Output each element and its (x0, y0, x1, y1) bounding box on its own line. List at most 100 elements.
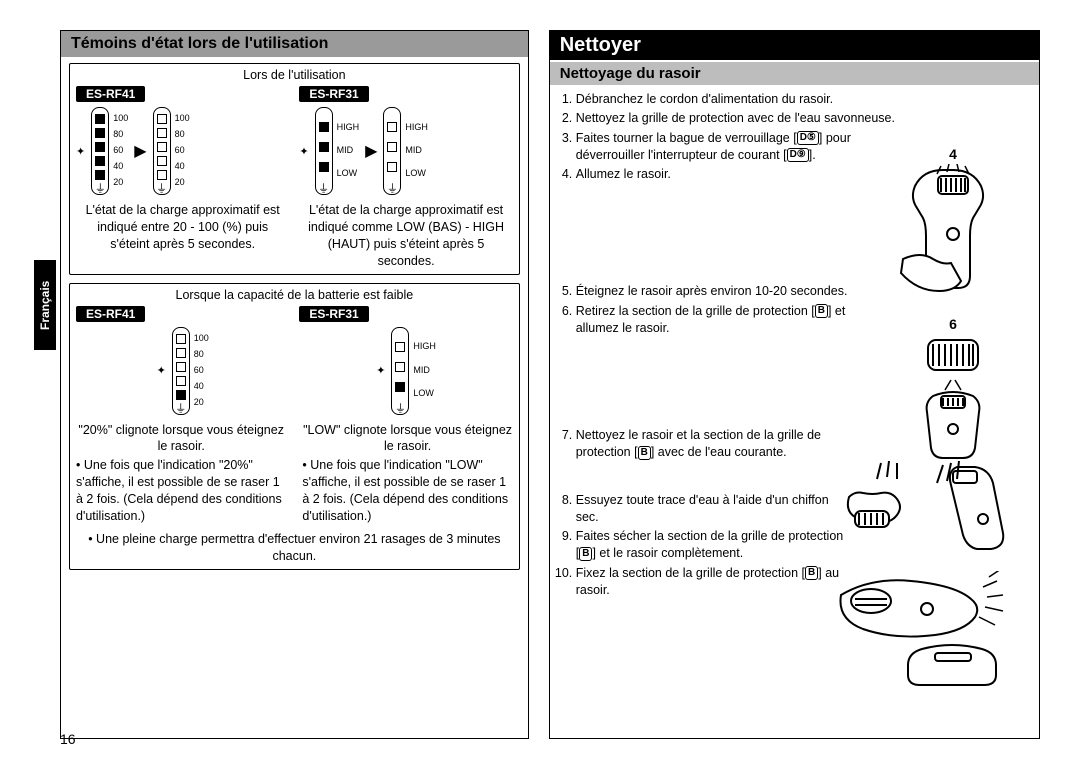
blink-icon: ✦ (76, 145, 87, 158)
box2-model-a: ES-RF41 ✦ ⏚ 100 80 (76, 306, 289, 416)
gauge-label: HIGH (337, 123, 360, 133)
gauge-label: LOW (413, 389, 436, 399)
step-10: Fixez la section de la grille de protect… (576, 565, 858, 600)
illus-num: 6 (949, 316, 957, 332)
right-heading-grey: Nettoyage du rasoir (550, 62, 1039, 85)
step-9: Faites sécher la section de la grille de… (576, 528, 849, 563)
gauge-icon: ⏚ (383, 107, 401, 195)
gauge-label: MID (337, 146, 360, 156)
illustration-6: 6 (883, 316, 1023, 464)
right-column: Nettoyer Nettoyage du rasoir Débranchez … (549, 30, 1040, 739)
full-charge-note: Une pleine charge permettra d'effectuer … (96, 532, 500, 563)
page-number: 16 (60, 731, 76, 747)
gauge-labels: 100 80 60 40 20 (194, 331, 209, 411)
box2-desc-a2: Une fois que l'indication "20%" s'affich… (76, 458, 282, 523)
dry-icon (827, 571, 1027, 691)
gauge-label: MID (413, 366, 436, 376)
gauge-label: 40 (175, 162, 190, 172)
plug-icon: ⏚ (318, 180, 329, 196)
gauge-label: LOW (405, 169, 428, 179)
gauge-icon: ⏚ (91, 107, 109, 195)
box1-title: Lors de l'utilisation (76, 68, 513, 82)
gauge-label: 60 (175, 146, 190, 156)
gauge-labels: 100 80 60 40 20 (113, 111, 128, 191)
step-8: Essuyez toute trace d'eau à l'aide d'un … (576, 492, 849, 527)
ref-d5: D⑤ (797, 131, 819, 145)
gauge-labels: HIGH MID LOW (413, 336, 436, 406)
status-box-lowbatt: Lorsque la capacité de la batterie est f… (69, 283, 520, 570)
box2-desc-b1: "LOW" clignote lorsque vous éteignez le … (302, 422, 512, 456)
blink-icon: ✦ (376, 364, 387, 377)
box1-desc-b: L'état de la charge approximatif est ind… (299, 202, 512, 270)
blink-icon: ✦ (299, 145, 310, 158)
model-label: ES-RF41 (76, 306, 145, 322)
blink-icon: ✦ (157, 364, 168, 377)
step-3: Faites tourner la bague de verrouillage … (576, 130, 917, 165)
step-4: Allumez le rasoir. (576, 166, 849, 183)
shaver-foil-icon (883, 334, 1023, 464)
status-box-usage: Lors de l'utilisation ES-RF41 ✦ ⏚ (69, 63, 520, 275)
box2-desc-b2: Une fois que l'indication "LOW" s'affich… (302, 458, 508, 523)
gauge-label: 100 (194, 334, 209, 344)
gauge-labels: 100 80 60 40 20 (175, 111, 190, 191)
ref-d9: D⑨ (787, 148, 809, 162)
gauge-icon: ⏚ (172, 327, 190, 415)
gauge-label: MID (405, 146, 428, 156)
box2-desc-a1: "20%" clignote lorsque vous éteignez le … (76, 422, 286, 456)
illustration-4: 4 (883, 146, 1023, 299)
gauge-label: 40 (194, 382, 209, 392)
plug-icon: ⏚ (95, 180, 106, 196)
gauge-label: HIGH (405, 123, 428, 133)
arrow-icon: ▶ (132, 141, 148, 161)
gauge-label: 80 (194, 350, 209, 360)
right-content: Débranchez le cordon d'alimentation du r… (558, 91, 1031, 711)
arrow-icon: ▶ (363, 141, 379, 161)
box1-model-a: ES-RF41 ✦ ⏚ 100 80 (76, 86, 289, 196)
box2-title: Lorsque la capacité de la batterie est f… (76, 288, 513, 302)
step-2: Nettoyez la grille de protection avec de… (576, 110, 1031, 127)
step-1: Débranchez le cordon d'alimentation du r… (576, 91, 1031, 108)
box1-model-b: ES-RF31 ✦ ⏚ HIGH MID LOW (299, 86, 512, 196)
gauge-label: 60 (113, 146, 128, 156)
left-column: Témoins d'état lors de l'utilisation Lor… (60, 30, 529, 739)
illustration-dry (827, 571, 1027, 691)
step-6: Retirez la section de la grille de prote… (576, 303, 858, 338)
language-tab: Français (34, 260, 56, 350)
gauge-labels: HIGH MID LOW (337, 116, 360, 186)
plug-icon: ⏚ (175, 400, 186, 416)
gauge-label: 20 (194, 398, 209, 408)
plug-icon: ⏚ (395, 400, 406, 416)
model-label: ES-RF41 (76, 86, 145, 102)
ref-b: B (638, 446, 651, 460)
left-heading: Témoins d'état lors de l'utilisation (61, 31, 528, 57)
gauge-labels: HIGH MID LOW (405, 116, 428, 186)
illustration-7 (837, 461, 1027, 561)
plug-icon: ⏚ (387, 180, 398, 196)
gauge-icon: ⏚ (153, 107, 171, 195)
model-label: ES-RF31 (299, 306, 368, 322)
gauge-label: 100 (113, 114, 128, 124)
gauge-label: 20 (113, 178, 128, 188)
gauge-icon: ⏚ (315, 107, 333, 195)
ref-b: B (805, 566, 818, 580)
illus-num: 4 (949, 146, 957, 162)
box1-desc-a: L'état de la charge approximatif est ind… (76, 202, 289, 270)
ref-b: B (815, 304, 828, 318)
gauge-label: LOW (337, 169, 360, 179)
gauge-label: 20 (175, 178, 190, 188)
ref-b: B (579, 547, 592, 561)
gauge-icon: ⏚ (391, 327, 409, 415)
model-label: ES-RF31 (299, 86, 368, 102)
step-7: Nettoyez le rasoir et la section de la g… (576, 427, 858, 462)
gauge-label: 40 (113, 162, 128, 172)
box2-model-b: ES-RF31 ✦ ⏚ HIGH MID LOW (299, 306, 512, 416)
gauge-label: 80 (113, 130, 128, 140)
right-heading-black: Nettoyer (550, 31, 1039, 60)
gauge-label: 80 (175, 130, 190, 140)
rinse-icon (837, 461, 1027, 561)
plug-icon: ⏚ (156, 180, 167, 196)
gauge-label: 100 (175, 114, 190, 124)
manual-page: Français Témoins d'état lors de l'utilis… (0, 0, 1080, 759)
gauge-label: 60 (194, 366, 209, 376)
gauge-label: HIGH (413, 342, 436, 352)
